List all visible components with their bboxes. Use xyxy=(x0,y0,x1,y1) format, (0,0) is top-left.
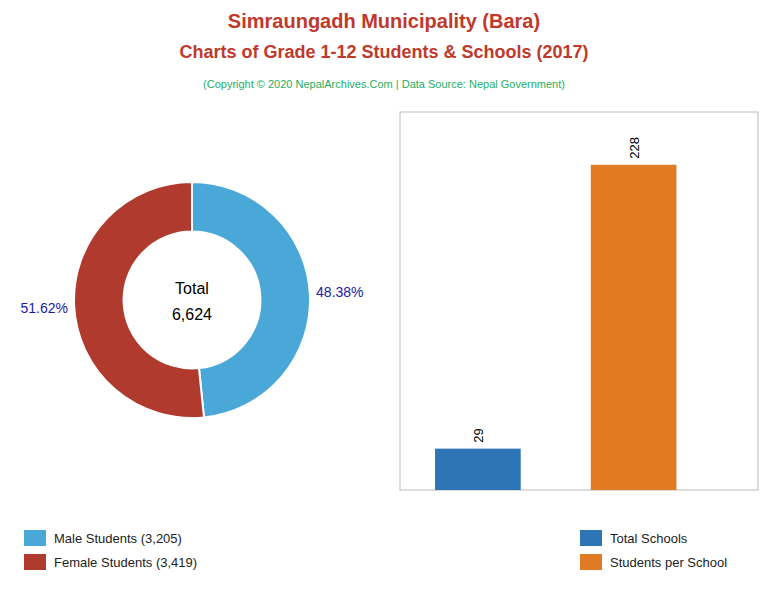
center-text: 6,624 xyxy=(172,306,212,323)
legend-swatch xyxy=(24,554,46,570)
data-label: 29 xyxy=(471,428,486,442)
donut-slice xyxy=(74,182,204,418)
legend-label: Students per School xyxy=(610,555,727,570)
legend-swatch xyxy=(580,530,602,546)
chart-canvas: Simraungadh Municipality (Bara) Charts of… xyxy=(0,0,768,597)
center-text: Total xyxy=(175,280,209,297)
subtitle: (Copyright © 2020 NepalArchives.Com | Da… xyxy=(203,78,565,90)
legend-label: Total Schools xyxy=(610,531,688,546)
donut-slice xyxy=(192,182,310,417)
data-label: 48.38% xyxy=(316,284,363,300)
legend: Total Schools Students per School xyxy=(580,530,727,570)
bars xyxy=(435,165,676,490)
legend-swatch xyxy=(24,530,46,546)
donut xyxy=(74,182,310,418)
data-label: 51.62% xyxy=(20,300,67,316)
plot-frame xyxy=(400,112,758,490)
title: Charts of Grade 1-12 Students & Schools … xyxy=(179,42,588,62)
bar xyxy=(591,165,677,490)
legend-label: Male Students (3,205) xyxy=(54,531,182,546)
data-label: 228 xyxy=(627,137,642,159)
legend-swatch xyxy=(580,554,602,570)
title: Simraungadh Municipality (Bara) xyxy=(228,10,540,32)
legend-label: Female Students (3,419) xyxy=(54,555,197,570)
legend: Male Students (3,205) Female Students (3,… xyxy=(24,530,197,570)
bar xyxy=(435,449,521,490)
